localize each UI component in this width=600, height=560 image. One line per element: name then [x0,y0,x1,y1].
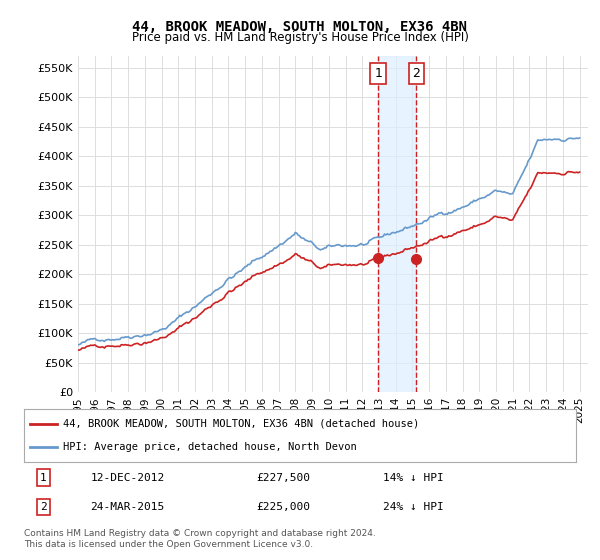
Text: £225,000: £225,000 [256,502,310,512]
Text: 2: 2 [40,502,47,512]
Text: £227,500: £227,500 [256,473,310,483]
Text: 1: 1 [40,473,47,483]
Text: 1: 1 [374,67,382,80]
Text: HPI: Average price, detached house, North Devon: HPI: Average price, detached house, Nort… [62,442,356,452]
Text: 2: 2 [412,67,420,80]
Bar [378,56,416,392]
Text: 44, BROOK MEADOW, SOUTH MOLTON, EX36 4BN: 44, BROOK MEADOW, SOUTH MOLTON, EX36 4BN [133,20,467,34]
Text: 24% ↓ HPI: 24% ↓ HPI [383,502,443,512]
Text: 12-DEC-2012: 12-DEC-2012 [90,473,164,483]
Text: 44, BROOK MEADOW, SOUTH MOLTON, EX36 4BN (detached house): 44, BROOK MEADOW, SOUTH MOLTON, EX36 4BN… [62,419,419,429]
Text: 24-MAR-2015: 24-MAR-2015 [90,502,164,512]
Text: Contains HM Land Registry data © Crown copyright and database right 2024.
This d: Contains HM Land Registry data © Crown c… [24,529,376,549]
Text: Price paid vs. HM Land Registry's House Price Index (HPI): Price paid vs. HM Land Registry's House … [131,31,469,44]
Text: 14% ↓ HPI: 14% ↓ HPI [383,473,443,483]
